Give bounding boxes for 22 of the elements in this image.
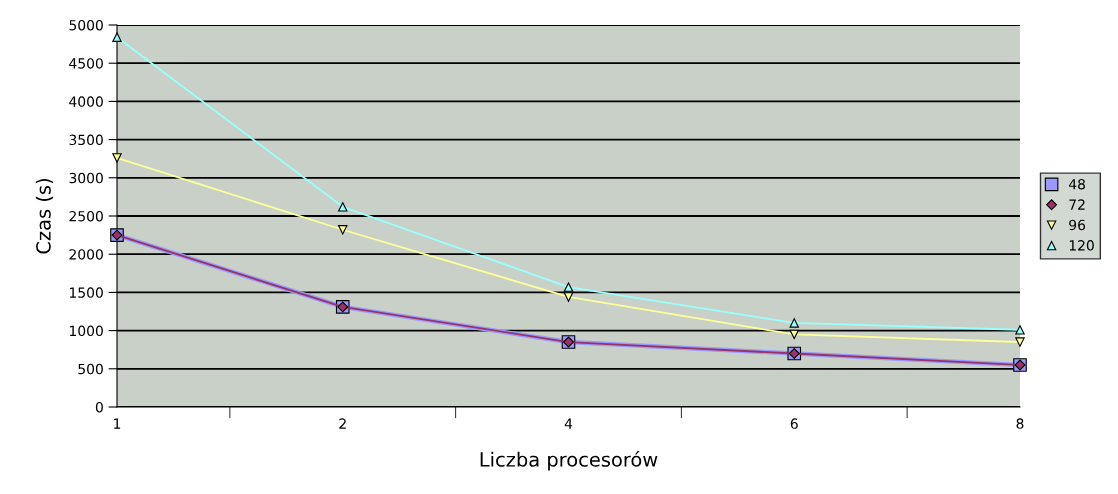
x-tick-label: 2 (339, 418, 346, 429)
y-tick-label: 5000 (69, 19, 103, 31)
y-tick-label: 2000 (69, 249, 103, 260)
y-tick-label: 0 (95, 401, 103, 413)
legend-label: 120 (1069, 240, 1094, 251)
y-tick-label: 1500 (69, 287, 103, 298)
y-tick-label: 4000 (69, 96, 103, 107)
x-tick-label: 4 (564, 418, 573, 429)
x-tick-label: 8 (1016, 418, 1024, 429)
legend-label: 96 (1069, 219, 1086, 231)
legend-label: 72 (1069, 199, 1085, 210)
y-tick-label: 4500 (69, 58, 103, 69)
x-tick-label: 6 (790, 418, 798, 429)
y-tick-label: 500 (78, 363, 103, 375)
y-axis-title: Czas (s) (35, 179, 54, 254)
y-tick-label: 2500 (69, 210, 103, 222)
x-axis-title: Liczba procesorów (480, 451, 658, 471)
x-tick-label: 1 (114, 418, 121, 429)
y-tick-label: 3000 (69, 172, 103, 184)
y-tick-label: 1000 (69, 325, 103, 337)
y-tick-label: 3500 (69, 134, 103, 146)
legend-label: 48 (1068, 178, 1085, 190)
